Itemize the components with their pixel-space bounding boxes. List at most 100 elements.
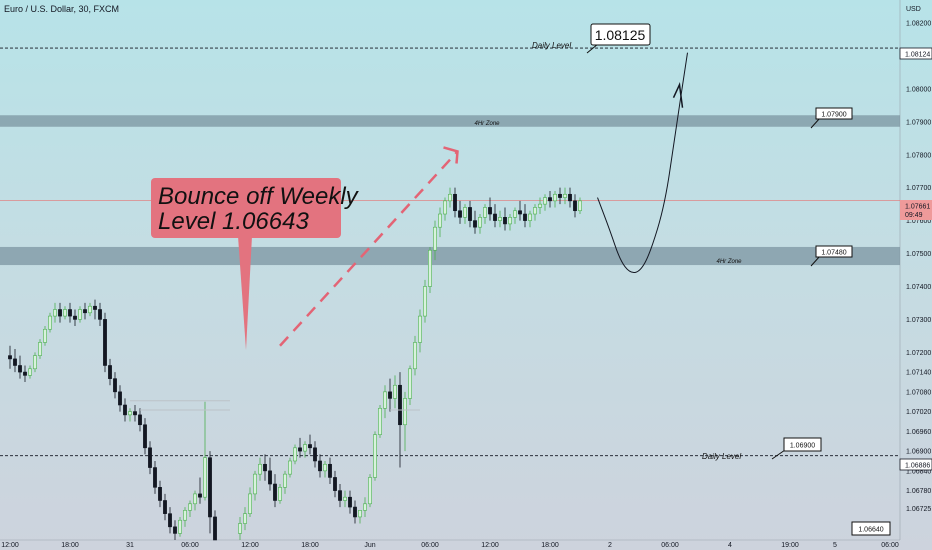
- price-tick-label: 1.06780: [906, 488, 931, 495]
- candle-body: [578, 200, 582, 212]
- candle-body: [428, 249, 432, 287]
- candle-body: [483, 207, 487, 218]
- candle: [393, 375, 397, 409]
- candle: [458, 200, 462, 224]
- zone-upper-box: [815, 107, 853, 120]
- candle: [388, 378, 392, 412]
- candle: [493, 204, 497, 228]
- candle-body: [43, 328, 47, 343]
- candle: [113, 372, 117, 399]
- candle: [28, 365, 32, 379]
- candle: [418, 309, 422, 353]
- candle: [578, 197, 582, 215]
- candle: [423, 279, 427, 323]
- candle-body: [158, 487, 162, 501]
- daily-bottom-price-tag-text: 1.06886: [905, 463, 930, 470]
- currency-label: USD: [906, 6, 921, 13]
- candle-body: [538, 203, 542, 208]
- candle: [13, 349, 17, 373]
- candle: [438, 207, 442, 238]
- candle-body: [403, 398, 407, 426]
- candle: [538, 197, 542, 215]
- candle-body: [528, 213, 532, 221]
- candle-body: [98, 309, 102, 320]
- candle-body: [478, 217, 482, 228]
- candle-body: [148, 447, 152, 468]
- projected-path-arrowhead: [672, 82, 684, 108]
- candle-body: [13, 358, 17, 366]
- candle: [148, 441, 152, 475]
- candle: [553, 190, 557, 208]
- candle-body: [128, 411, 132, 416]
- candle: [318, 454, 322, 478]
- candle-body: [78, 309, 82, 320]
- candle: [93, 299, 97, 320]
- candle-body: [83, 309, 87, 314]
- candle: [63, 306, 67, 320]
- candle-body: [328, 463, 332, 478]
- candle: [483, 204, 487, 224]
- candle: [168, 507, 172, 534]
- candle-body: [123, 404, 127, 416]
- daily-level-bottom-label: Daily Level: [702, 452, 741, 461]
- zone-lower-box-text: 1.07480: [821, 250, 846, 257]
- candle-body: [338, 490, 342, 501]
- current-price-tag-text: 1.07661: [905, 204, 930, 211]
- candle-body: [563, 193, 567, 198]
- bottom-level-box-text: 1.06640: [858, 527, 883, 534]
- candle-body: [248, 493, 252, 514]
- price-tick-label: 1.07900: [906, 119, 931, 126]
- candle: [158, 480, 162, 508]
- candle-body: [498, 217, 502, 221]
- candle: [443, 197, 447, 221]
- candle: [163, 493, 167, 521]
- candle-body: [448, 193, 452, 202]
- time-tick-label: 12:00: [1, 542, 19, 549]
- candle-body: [58, 309, 62, 317]
- candle: [523, 204, 527, 228]
- projected-path-line: [597, 52, 688, 274]
- candle: [433, 220, 437, 261]
- candle-body: [188, 503, 192, 511]
- candle: [463, 204, 467, 224]
- symbol-title: Euro / U.S. Dollar, 30, FXCM: [4, 4, 120, 14]
- candle: [398, 372, 402, 468]
- daily-level-top-label: Daily Level: [532, 41, 571, 50]
- candle: [508, 214, 512, 231]
- countdown-text: 09:49: [905, 212, 923, 219]
- candle-body: [443, 200, 447, 215]
- candle: [23, 365, 27, 382]
- zone-upper-box-text: 1.07900: [821, 112, 846, 119]
- candle: [413, 335, 417, 376]
- candle-body: [263, 463, 267, 472]
- bounce-arrowhead: [443, 146, 459, 164]
- candle-body: [278, 487, 282, 501]
- candle: [123, 398, 127, 422]
- candle-body: [543, 197, 547, 205]
- candle: [328, 457, 332, 485]
- candle: [513, 207, 517, 224]
- candle-body: [368, 477, 372, 505]
- candle: [368, 474, 372, 508]
- current-price-tag: [900, 200, 932, 220]
- zone-upper-band: [0, 115, 900, 127]
- candle: [303, 441, 307, 458]
- candle-body: [553, 193, 557, 202]
- daily-level-bottom-box: [783, 437, 822, 452]
- time-tick-label: 06:00: [181, 542, 199, 549]
- candle: [258, 457, 262, 481]
- candle-body: [383, 391, 387, 409]
- candle-body: [73, 315, 77, 320]
- candle: [188, 500, 192, 517]
- zone-upper-label: 4Hr Zone: [474, 121, 500, 127]
- candle: [263, 454, 267, 481]
- candle: [33, 352, 37, 373]
- candle-body: [53, 309, 57, 317]
- price-tick-label: 1.06960: [906, 429, 931, 436]
- candle: [403, 391, 407, 452]
- candle-body: [93, 305, 97, 310]
- candle-body: [503, 217, 507, 225]
- price-tick-label: 1.07300: [906, 317, 931, 324]
